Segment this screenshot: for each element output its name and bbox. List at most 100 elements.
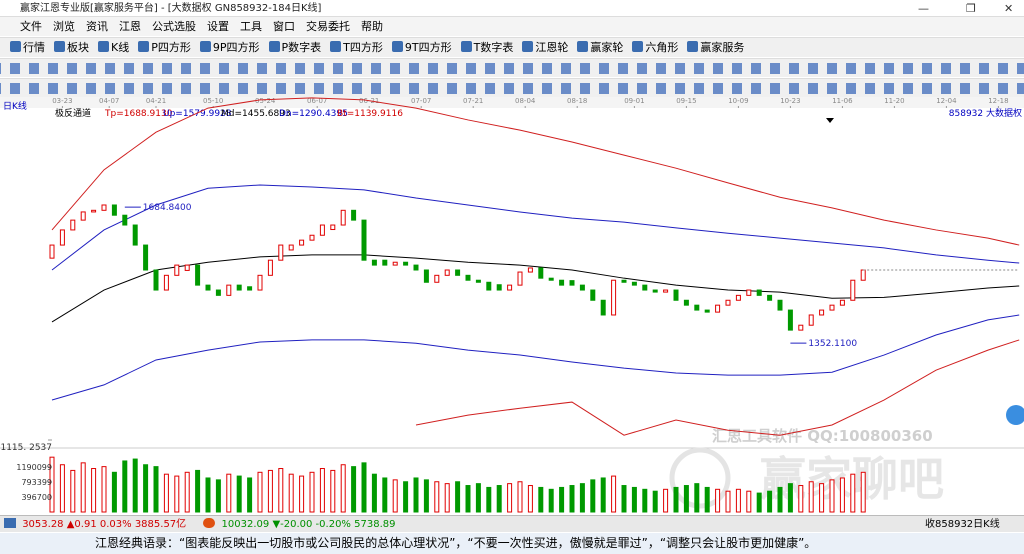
- menu-item[interactable]: 公式选股: [152, 20, 196, 33]
- candle-body: [631, 281, 637, 286]
- channel-line: [51, 254, 1020, 323]
- candle-body: [455, 269, 461, 276]
- annotation-label: 1684.8400: [143, 203, 192, 213]
- title-bar: 赢家江恩专业版[赢家服务平台] - [大数据权 GN858932-184日K线]…: [0, 0, 1024, 17]
- volume-bar: [371, 473, 377, 513]
- candle-body: [236, 284, 242, 291]
- scroll-button[interactable]: [1006, 405, 1024, 425]
- toolbar-button[interactable]: 赢家轮: [577, 41, 623, 54]
- candle-body: [91, 209, 97, 213]
- menu-item[interactable]: 资讯: [86, 20, 108, 33]
- window-title: 赢家江恩专业版[赢家服务平台] - [大数据权 GN858932-184日K线]: [20, 3, 322, 14]
- toolbar-icons: [0, 78, 1024, 97]
- annotation-label: 1352.1100: [808, 339, 857, 349]
- candle-body: [621, 279, 627, 283]
- volume-bar: [215, 479, 221, 513]
- volume-bar: [673, 486, 679, 513]
- toolbar-button[interactable]: 板块: [54, 41, 89, 54]
- indicator-value: Bt=1139.9116: [337, 109, 403, 119]
- toolbar-button[interactable]: T四方形: [330, 41, 383, 54]
- candle-body: [299, 239, 305, 246]
- toolbar-button[interactable]: 江恩轮: [522, 41, 568, 54]
- volume-bar: [423, 479, 429, 513]
- toolbar-button[interactable]: P四方形: [138, 41, 191, 54]
- volume-bar: [621, 485, 627, 513]
- menu-item[interactable]: 设置: [207, 20, 229, 33]
- volume-bar: [787, 483, 793, 513]
- candle-body: [215, 289, 221, 296]
- volume-bar: [475, 483, 481, 513]
- candle-body: [111, 204, 117, 216]
- minimize[interactable]: —: [918, 2, 929, 15]
- volume-bar: [247, 477, 253, 513]
- candle-body: [787, 309, 793, 331]
- x-tick-label: 07-21: [463, 97, 483, 105]
- candle-body: [267, 259, 273, 276]
- toolbar-button[interactable]: 9T四方形: [392, 41, 452, 54]
- sh-price: 3053.28: [22, 519, 64, 530]
- volume-bar: [538, 486, 544, 513]
- candle-body: [330, 224, 336, 231]
- volume-bar: [694, 483, 700, 513]
- candle-body: [143, 244, 149, 271]
- candle-body: [403, 261, 409, 266]
- y-tick-label: 1115. 2537: [0, 443, 52, 453]
- volume-bar: [288, 473, 294, 513]
- watermark: 汇思工具软件 QQ:100800360: [712, 427, 933, 445]
- x-tick-label: 08-04: [515, 97, 536, 105]
- channel-line: [51, 314, 1020, 401]
- restore[interactable]: ❐: [966, 2, 976, 15]
- x-tick-label: 05-24: [255, 97, 276, 105]
- volume-bar: [70, 469, 76, 513]
- candle-body: [559, 279, 565, 286]
- toolbar-button[interactable]: 赢家服务: [687, 41, 744, 54]
- volume-bar: [642, 488, 648, 513]
- volume-bar: [569, 485, 575, 513]
- volume-bar: [257, 471, 263, 513]
- candle-body: [205, 284, 211, 291]
- menu-item[interactable]: 交易委托: [306, 20, 350, 33]
- candle-body: [735, 294, 741, 301]
- volume-bar: [455, 481, 461, 513]
- indicator-value: Dn=1290.4395: [279, 109, 348, 119]
- candle-body: [288, 244, 294, 251]
- volume-bar: [49, 456, 55, 513]
- toolbar-button[interactable]: P数字表: [269, 41, 322, 54]
- volume-bar: [91, 468, 97, 513]
- volume-bar: [101, 466, 107, 513]
- candle-body: [49, 244, 55, 259]
- candle-body: [756, 289, 762, 296]
- candle-body: [860, 269, 866, 281]
- volume-bar: [382, 477, 388, 513]
- toolbar-button[interactable]: 行情: [10, 41, 45, 54]
- toolbar-button[interactable]: 9P四方形: [200, 41, 260, 54]
- menu-item[interactable]: 帮助: [361, 20, 383, 33]
- x-tick-label: 04-21: [146, 97, 166, 105]
- volume-bar: [330, 469, 336, 513]
- toolbar-button[interactable]: K线: [98, 41, 129, 54]
- menu-item[interactable]: 窗口: [273, 20, 295, 33]
- candle-body: [486, 281, 492, 291]
- date-strip: [0, 97, 1024, 108]
- candle-body: [101, 204, 107, 211]
- footer-quote: 江恩经典语录：“图表能反映出一切股市或公司股民的总体心理状况”，“不要一次性买进…: [0, 533, 1024, 554]
- status-bar: 3053.28 ▲0.91 0.03% 3885.57亿 10032.09 ▼-…: [0, 515, 1024, 532]
- volume-bar: [361, 462, 367, 513]
- menu-bar: 文件 浏览 资讯 江恩 公式选股 设置 工具 窗口 交易委托 帮助: [0, 17, 1024, 36]
- volume-bar: [777, 486, 783, 513]
- close[interactable]: ✕: [1004, 2, 1014, 15]
- menu-item[interactable]: 浏览: [53, 20, 75, 33]
- menu-item[interactable]: 工具: [240, 20, 262, 33]
- x-tick-label: 09-01: [624, 97, 644, 105]
- watermark-logo: [669, 447, 731, 509]
- sh-change: ▲0.91 0.03% 3885.57亿: [66, 519, 187, 530]
- menu-item[interactable]: 江恩: [119, 20, 141, 33]
- candle-body: [496, 284, 502, 291]
- x-tick-label: 10-09: [728, 97, 748, 105]
- toolbar-button[interactable]: T数字表: [461, 41, 514, 54]
- candle-body: [819, 309, 825, 316]
- toolbar-button[interactable]: 六角形: [632, 41, 678, 54]
- indicator-name: 极反通道: [55, 107, 91, 119]
- volume-bar: [517, 481, 523, 513]
- menu-item[interactable]: 文件: [20, 20, 42, 33]
